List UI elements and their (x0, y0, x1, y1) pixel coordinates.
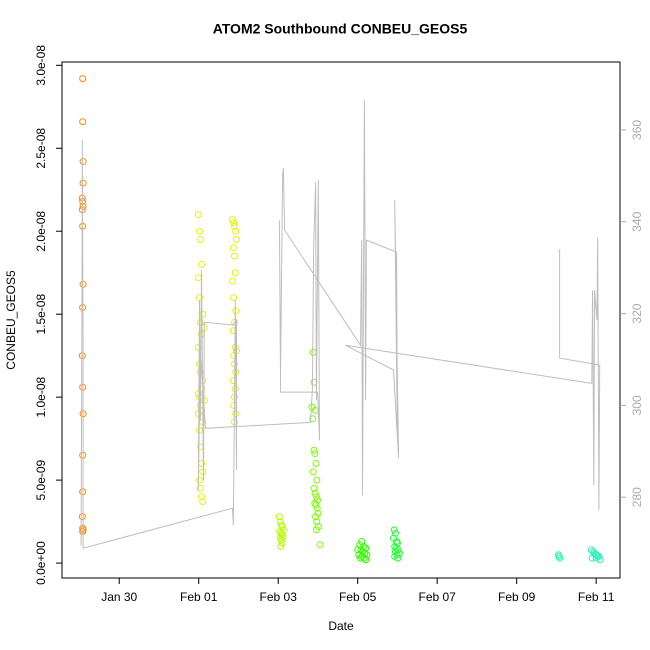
data-point (309, 468, 317, 476)
data-point (277, 536, 285, 544)
x-tick-label: Feb 07 (418, 590, 456, 604)
data-point (596, 556, 604, 564)
y-axis-label: CONBEU_GEOS5 (4, 270, 18, 370)
data-point (312, 493, 320, 501)
data-point (199, 498, 207, 506)
y-tick-label: 3.0e-08 (34, 45, 48, 86)
data-point (196, 484, 204, 492)
data-point (312, 526, 320, 534)
line-series (80, 100, 601, 549)
data-point (312, 513, 320, 521)
y-tick-label: 0.0e+00 (34, 541, 48, 585)
x-tick-label: Feb 09 (498, 590, 536, 604)
data-point (229, 277, 236, 285)
data-point (390, 526, 398, 534)
data-point (231, 269, 239, 277)
data-point (394, 554, 402, 562)
y2-tick-label: 360 (630, 120, 644, 140)
data-point (354, 546, 362, 554)
plot-frame (61, 61, 621, 579)
y-tick-label: 2.0e-08 (34, 211, 48, 252)
data-point (362, 556, 370, 564)
x-tick-label: Feb 01 (180, 590, 218, 604)
y2-tick-label: 340 (630, 211, 644, 231)
data-point (588, 554, 596, 562)
data-point (312, 460, 320, 468)
data-point (79, 179, 87, 187)
data-point (230, 219, 238, 227)
x-tick-label: Feb 03 (260, 590, 298, 604)
data-point (231, 385, 239, 393)
y2-tick-label: 280 (630, 487, 644, 507)
x-tick-label: Feb 05 (339, 590, 377, 604)
data-point (196, 236, 204, 244)
data-point (360, 554, 368, 562)
data-point (278, 531, 286, 539)
data-point (229, 244, 237, 252)
data-point (277, 542, 285, 550)
data-point (79, 118, 87, 126)
data-point (313, 504, 321, 512)
x-axis-label: Date (328, 619, 354, 633)
data-point (196, 318, 204, 326)
data-point (194, 211, 202, 219)
y-tick-label: 1.5e-08 (34, 294, 48, 335)
data-point (232, 227, 240, 235)
x-tick-label: Jan 30 (101, 590, 137, 604)
data-point (309, 415, 317, 423)
data-point (196, 227, 204, 235)
data-point (194, 390, 202, 398)
data-point (232, 236, 240, 244)
data-point (311, 489, 319, 497)
data-point (229, 216, 236, 224)
data-point (78, 513, 86, 521)
y2-tick-label: 320 (630, 303, 644, 323)
data-point (230, 252, 238, 260)
data-point (310, 484, 318, 492)
data-point (316, 541, 324, 549)
data-point (198, 260, 205, 268)
data-point (230, 318, 238, 326)
y-tick-label: 5.0e-09 (34, 459, 48, 500)
data-point (230, 222, 238, 230)
x-tick-label: Feb 11 (578, 590, 615, 604)
data-point (592, 554, 600, 562)
data-point (230, 294, 238, 302)
data-point (311, 450, 319, 458)
data-point (275, 513, 283, 521)
data-point (313, 518, 321, 526)
data-point (79, 202, 87, 210)
data-point (79, 158, 87, 166)
data-point (391, 547, 399, 555)
data-point (392, 544, 400, 552)
y-tick-label: 1.0e-08 (34, 376, 48, 417)
data-point (312, 501, 320, 509)
chart-title: ATOM2 Southbound CONBEU_GEOS5 (213, 21, 468, 37)
data-point (278, 539, 286, 547)
y2-tick-label: 300 (630, 395, 644, 415)
data-point (313, 476, 321, 484)
data-point (79, 75, 87, 83)
data-point (556, 554, 564, 562)
data-point (310, 446, 318, 454)
data-point (199, 468, 207, 476)
data-point (196, 476, 204, 484)
data-point (198, 493, 205, 501)
y-tick-label: 2.5e-08 (34, 128, 48, 169)
